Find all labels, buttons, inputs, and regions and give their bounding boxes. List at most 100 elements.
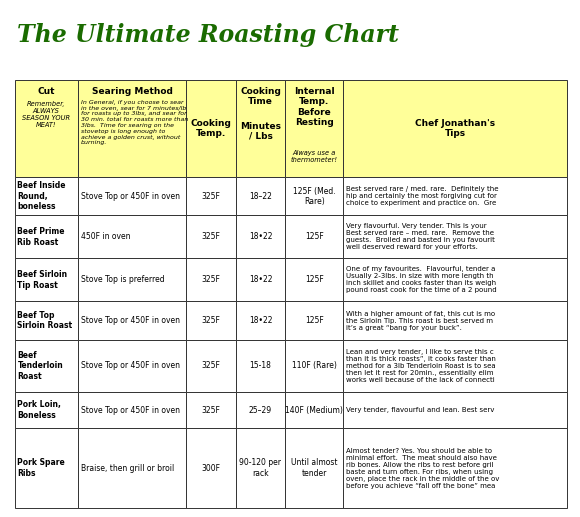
Text: 18•22: 18•22 (249, 316, 272, 325)
Bar (14, 301, 78, 340)
Bar (285, 216, 343, 258)
Text: 325F: 325F (201, 192, 220, 201)
Text: 125F: 125F (305, 233, 324, 241)
Text: With a higher amount of fat, this cut is mo
the Sirloin Tip. This roast is best : With a higher amount of fat, this cut is… (346, 311, 495, 330)
Text: 125F (Med.
Rare): 125F (Med. Rare) (293, 187, 336, 206)
Bar (78, 216, 186, 258)
Text: 140F (Medium): 140F (Medium) (285, 406, 343, 415)
Bar (186, 177, 235, 216)
Bar (235, 429, 285, 508)
Bar (78, 80, 186, 177)
Text: Stove Top is preferred: Stove Top is preferred (81, 276, 165, 284)
Bar (285, 392, 343, 429)
Bar (78, 429, 186, 508)
Bar (285, 429, 343, 508)
Bar (343, 216, 567, 258)
Text: Stove Top or 450F in oven: Stove Top or 450F in oven (81, 316, 180, 325)
Bar (235, 177, 285, 216)
Text: Cooking
Time: Cooking Time (240, 87, 281, 107)
Text: Beef
Tenderloin
Roast: Beef Tenderloin Roast (17, 351, 63, 381)
Text: Very flavourful. Very tender. This is your 
Best served rare – med. rare.  Remov: Very flavourful. Very tender. This is yo… (346, 223, 496, 250)
Bar (343, 392, 567, 429)
Text: Best served rare / med. rare.  Definitely the
hip and certainly the most forgivi: Best served rare / med. rare. Definitely… (346, 186, 498, 206)
Bar (14, 392, 78, 429)
Text: Beef Top
Sirloin Roast: Beef Top Sirloin Roast (17, 311, 72, 330)
Bar (235, 216, 285, 258)
Text: 90-120 per
rack: 90-120 per rack (240, 458, 281, 478)
Text: Cut: Cut (38, 87, 55, 96)
Text: Internal
Temp.
Before
Resting: Internal Temp. Before Resting (294, 87, 335, 127)
Bar (186, 301, 235, 340)
Bar (343, 80, 567, 177)
Bar (14, 258, 78, 301)
Bar (186, 340, 235, 392)
Bar (186, 258, 235, 301)
Text: Minutes
/ Lbs: Minutes / Lbs (240, 121, 281, 141)
Bar (78, 301, 186, 340)
Text: 18•22: 18•22 (249, 233, 272, 241)
Bar (14, 177, 78, 216)
Bar (235, 301, 285, 340)
Bar (186, 80, 235, 177)
Text: 125F: 125F (305, 276, 324, 284)
Bar (78, 177, 186, 216)
Bar (14, 429, 78, 508)
Text: Stove Top or 450F in oven: Stove Top or 450F in oven (81, 406, 180, 415)
Text: One of my favourites.  Flavourful, tender a
Usually 2-3lbs. in size with more le: One of my favourites. Flavourful, tender… (346, 266, 496, 294)
Text: Almost tender? Yes. You should be able to
minimal effort.  The meat should also : Almost tender? Yes. You should be able t… (346, 448, 499, 489)
Bar (343, 258, 567, 301)
Bar (78, 340, 186, 392)
Bar (78, 392, 186, 429)
Bar (235, 80, 285, 177)
Text: Always use a
thermometer!: Always use a thermometer! (291, 150, 338, 163)
Bar (343, 177, 567, 216)
Bar (285, 258, 343, 301)
Bar (343, 301, 567, 340)
Bar (186, 429, 235, 508)
Bar (235, 258, 285, 301)
Text: 325F: 325F (201, 233, 220, 241)
Bar (285, 80, 343, 177)
Bar (285, 177, 343, 216)
Bar (235, 392, 285, 429)
Bar (14, 340, 78, 392)
Text: 110F (Rare): 110F (Rare) (292, 361, 337, 370)
Text: Very tender, flavourful and lean. Best serv: Very tender, flavourful and lean. Best s… (346, 407, 494, 413)
Text: Remember,
ALWAYS
SEASON YOUR
MEAT!: Remember, ALWAYS SEASON YOUR MEAT! (22, 101, 70, 128)
Bar (235, 340, 285, 392)
Text: 125F: 125F (305, 316, 324, 325)
Text: 450F in oven: 450F in oven (81, 233, 130, 241)
Text: Stove Top or 450F in oven: Stove Top or 450F in oven (81, 361, 180, 370)
Text: Beef Inside
Round,
boneless: Beef Inside Round, boneless (17, 181, 66, 211)
Text: 15-18: 15-18 (249, 361, 271, 370)
Text: The Ultimate Roasting Chart: The Ultimate Roasting Chart (17, 23, 400, 47)
Text: 18•22: 18•22 (249, 276, 272, 284)
Bar (343, 340, 567, 392)
Text: In General, if you choose to sear
in the oven, sear for 7 minutes/lb
for roasts : In General, if you choose to sear in the… (81, 100, 188, 145)
Text: 18–22: 18–22 (249, 192, 272, 201)
Text: Cooking
Temp.: Cooking Temp. (190, 119, 231, 139)
Text: Stove Top or 450F in oven: Stove Top or 450F in oven (81, 192, 180, 201)
Text: 325F: 325F (201, 361, 220, 370)
Bar (285, 340, 343, 392)
Text: Beef Prime
Rib Roast: Beef Prime Rib Roast (17, 227, 65, 247)
Bar (78, 258, 186, 301)
Text: Searing Method: Searing Method (92, 87, 172, 96)
Bar (343, 429, 567, 508)
Text: Pork Loin,
Boneless: Pork Loin, Boneless (17, 401, 61, 420)
Text: Lean and very tender, I like to serve this c
than it is thick roasts”, it cooks : Lean and very tender, I like to serve th… (346, 349, 495, 383)
Text: Chef Jonathan's
Tips: Chef Jonathan's Tips (415, 119, 495, 139)
Bar (285, 301, 343, 340)
Text: 325F: 325F (201, 316, 220, 325)
Text: Pork Spare
Ribs: Pork Spare Ribs (17, 458, 65, 478)
Bar (14, 216, 78, 258)
Text: 325F: 325F (201, 406, 220, 415)
Bar (186, 216, 235, 258)
Text: 25–29: 25–29 (249, 406, 272, 415)
Bar (14, 80, 78, 177)
Text: 300F: 300F (201, 464, 220, 473)
Text: Until almost
tender: Until almost tender (291, 458, 338, 478)
Bar (186, 392, 235, 429)
Text: 325F: 325F (201, 276, 220, 284)
Text: Braise, then grill or broil: Braise, then grill or broil (81, 464, 174, 473)
